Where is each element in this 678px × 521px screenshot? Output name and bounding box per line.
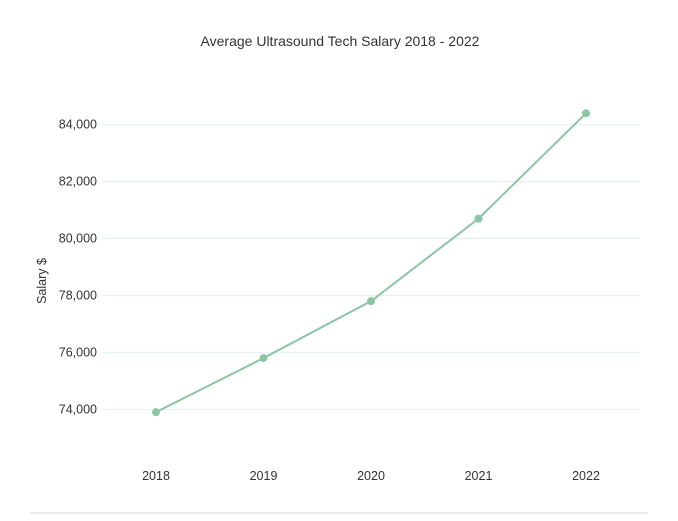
y-tick-label: 82,000 (59, 175, 97, 189)
y-tick-label: 78,000 (59, 288, 97, 302)
y-tick-label: 80,000 (59, 232, 97, 246)
x-axis-tick-labels: 2018 2019 2020 2021 2022 (142, 469, 600, 483)
x-tick-label: 2018 (142, 469, 170, 483)
data-point-2020[interactable] (367, 297, 375, 306)
y-tick-label: 76,000 (59, 345, 97, 359)
y-axis-label: Salary $ (35, 258, 49, 304)
series-line (155, 112, 587, 414)
y-tick-label: 74,000 (59, 402, 97, 416)
x-tick-label: 2022 (572, 469, 600, 483)
y-tick-label: 84,000 (59, 118, 97, 132)
x-tick-label: 2019 (250, 469, 278, 483)
data-point-2022[interactable] (582, 109, 590, 118)
x-tick-label: 2020 (357, 469, 385, 483)
data-point-2021[interactable] (474, 214, 483, 223)
x-tick-label: 2021 (465, 469, 493, 483)
data-point-2019[interactable] (259, 354, 268, 363)
grid-lines (102, 124, 640, 410)
data-point-2018[interactable] (152, 408, 160, 417)
chart-title: Average Ultrasound Tech Salary 2018 - 20… (201, 33, 480, 49)
series-group (152, 109, 590, 417)
y-axis-tick-labels: 74,000 76,000 78,000 80,000 82,000 84,000 (59, 118, 97, 417)
